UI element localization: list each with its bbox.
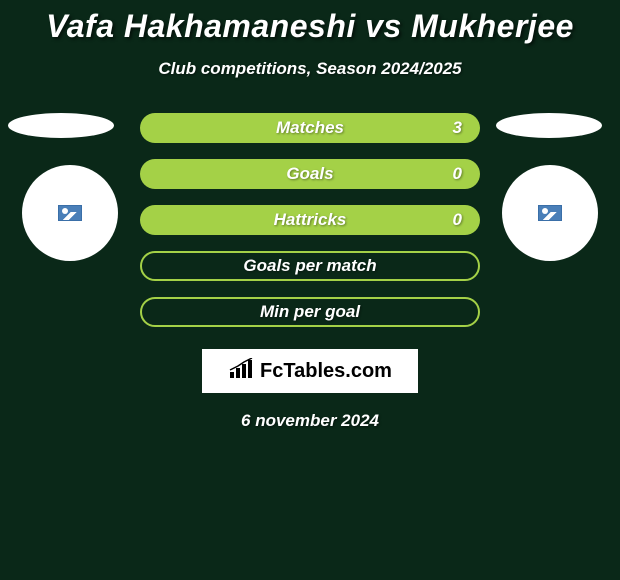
stat-row-matches: Matches 3 (140, 113, 480, 143)
logo-text: FcTables.com (260, 360, 392, 383)
stat-value: 0 (453, 164, 462, 184)
stat-label: Hattricks (274, 210, 347, 230)
player-ellipse-right (496, 113, 602, 138)
stats-area: Matches 3 Goals 0 Hattricks 0 Goals per … (0, 113, 620, 431)
stat-row-goals: Goals 0 (140, 159, 480, 189)
season-subtitle: Club competitions, Season 2024/2025 (0, 59, 620, 79)
image-placeholder-icon (538, 205, 562, 221)
chart-icon (228, 358, 256, 385)
stat-row-min-per-goal: Min per goal (140, 297, 480, 327)
stats-column: Matches 3 Goals 0 Hattricks 0 Goals per … (140, 113, 480, 327)
comparison-title: Vafa Hakhamaneshi vs Mukherjee (0, 8, 620, 45)
player-avatar-right (502, 165, 598, 261)
player-ellipse-left (8, 113, 114, 138)
stat-value: 3 (453, 118, 462, 138)
date-label: 6 november 2024 (0, 411, 620, 431)
stat-label: Goals (286, 164, 333, 184)
stat-row-goals-per-match: Goals per match (140, 251, 480, 281)
stat-row-hattricks: Hattricks 0 (140, 205, 480, 235)
site-logo: FcTables.com (202, 349, 418, 393)
stat-value: 0 (453, 210, 462, 230)
stat-label: Matches (276, 118, 344, 138)
player-avatar-left (22, 165, 118, 261)
stat-label: Goals per match (243, 256, 376, 276)
image-placeholder-icon (58, 205, 82, 221)
stat-label: Min per goal (260, 302, 360, 322)
